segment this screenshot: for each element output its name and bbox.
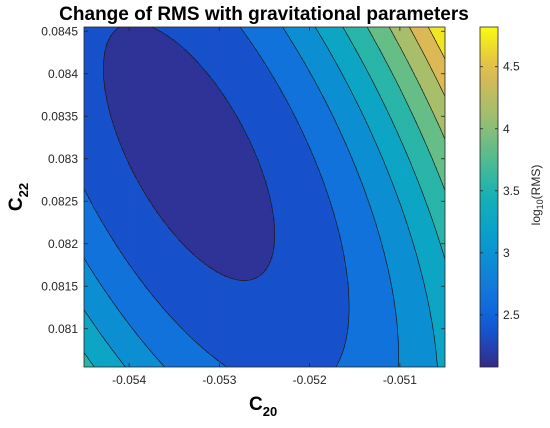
colorbar-label-prefix: log bbox=[529, 209, 543, 225]
colorbar-tick-label: 4.5 bbox=[503, 60, 520, 74]
colorbar-label: log10(RMS) bbox=[529, 165, 545, 226]
x-axis-label-main: C bbox=[249, 394, 263, 415]
x-axis-label: C20 bbox=[249, 394, 277, 419]
y-tick-label: 0.082 bbox=[48, 237, 78, 251]
y-tick-label: 0.0815 bbox=[41, 279, 78, 293]
y-tick-label: 0.081 bbox=[48, 322, 78, 336]
y-tick-label: 0.0825 bbox=[41, 194, 78, 208]
y-tick-label: 0.0835 bbox=[41, 109, 78, 123]
colorbar-label-suffix: (RMS) bbox=[529, 165, 543, 200]
x-tick-label: -0.054 bbox=[112, 373, 146, 387]
y-axis-label: C22 bbox=[6, 183, 31, 211]
chart-title: Change of RMS with gravitational paramet… bbox=[59, 4, 469, 25]
y-axis-label-main: C bbox=[6, 197, 27, 211]
colorbar-tick-label: 2.5 bbox=[503, 308, 520, 322]
y-axis-label-sub: 22 bbox=[16, 183, 31, 197]
colorbar-tick-label: 3 bbox=[503, 246, 510, 260]
y-tick-label: 0.083 bbox=[48, 152, 78, 166]
y-tick-label: 0.0845 bbox=[41, 24, 78, 38]
y-tick-label: 0.084 bbox=[48, 67, 78, 81]
x-tick-label: -0.053 bbox=[202, 373, 236, 387]
x-axis-label-sub: 20 bbox=[263, 404, 277, 419]
colorbar-label-sub: 10 bbox=[535, 199, 545, 209]
x-tick-label: -0.051 bbox=[383, 373, 417, 387]
colorbar-tick-label: 4 bbox=[503, 122, 510, 136]
colorbar-tick-label: 3.5 bbox=[503, 184, 520, 198]
contour-bands bbox=[84, 27, 446, 368]
x-tick-label: -0.052 bbox=[293, 373, 327, 387]
colorbar bbox=[480, 27, 498, 367]
